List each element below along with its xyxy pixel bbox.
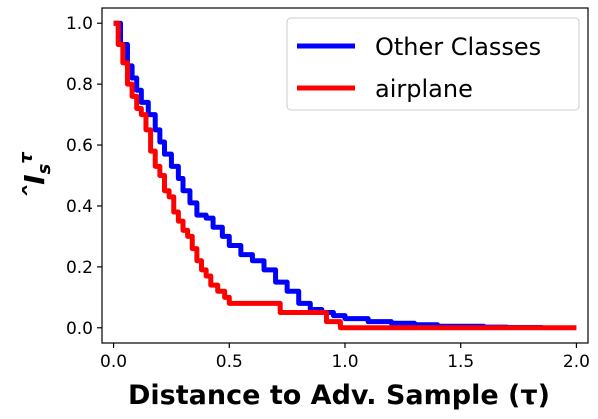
y-tick-label: 0.2	[66, 258, 93, 278]
x-tick-label: 0.5	[216, 352, 243, 372]
series-line-other-classes	[113, 20, 545, 330]
legend-label-other-classes: Other Classes	[375, 33, 541, 61]
series-line-airplane	[113, 20, 577, 331]
y-label-sub: s	[34, 163, 55, 174]
y-label-hat: ˆ	[18, 185, 51, 199]
y-tick-label: 0.4	[66, 197, 93, 217]
y-axis-label: ˆIsτ	[16, 152, 55, 199]
svg-text:ˆIsτ: ˆIsτ	[16, 152, 55, 199]
legend-label-airplane: airplane	[375, 75, 473, 103]
x-tick-label: 1.0	[331, 352, 358, 372]
y-tick-label: 0.8	[66, 75, 93, 95]
x-tick-label: 0.0	[100, 352, 127, 372]
y-label-base: I	[18, 174, 51, 184]
y-tick-label: 1.0	[66, 14, 93, 34]
x-tick-label: 2.0	[563, 352, 590, 372]
legend: Other Classes airplane	[286, 17, 580, 111]
y-tick-label: 0.6	[66, 136, 93, 156]
x-tick-label: 1.5	[447, 352, 474, 372]
y-label-sup: τ	[16, 152, 37, 164]
legend-box	[286, 17, 580, 111]
y-tick-label: 0.0	[66, 319, 93, 339]
x-axis-label: Distance to Adv. Sample (τ)	[128, 380, 550, 411]
